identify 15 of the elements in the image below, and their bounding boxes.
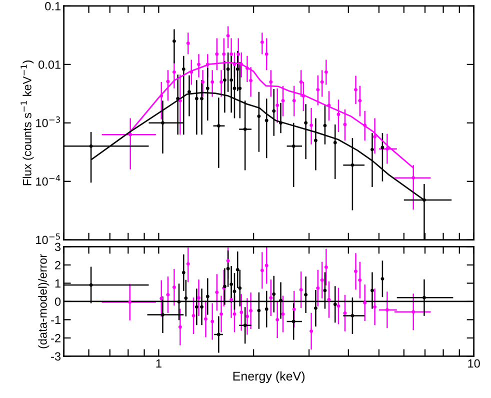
y-tick-label: 3 <box>54 242 61 252</box>
x-tick-label: 10 <box>468 359 480 368</box>
y-tick-label: 0 <box>54 297 61 306</box>
y-tick-label: 2 <box>55 260 60 270</box>
y-tick-label: 10$^{−4}$ <box>36 175 60 186</box>
y-tick-label: 10$^{−3}$ <box>36 116 60 128</box>
x-axis-title: Energy (keV) <box>233 371 305 384</box>
y-tick-label: 1 <box>55 279 60 288</box>
y-axis-title: Flux (counts s$^{−1}$ keV$^{−1}$) <box>20 60 34 186</box>
y-tick-label: -2 <box>51 334 60 342</box>
y-tick-label: 0.01 <box>38 60 60 69</box>
y-tick-label: -3 <box>51 352 61 361</box>
y-axis-title: (data-model)/error <box>38 254 50 348</box>
y-tick-label: -1 <box>51 316 60 324</box>
y-tick-label: 0.1 <box>45 2 60 10</box>
